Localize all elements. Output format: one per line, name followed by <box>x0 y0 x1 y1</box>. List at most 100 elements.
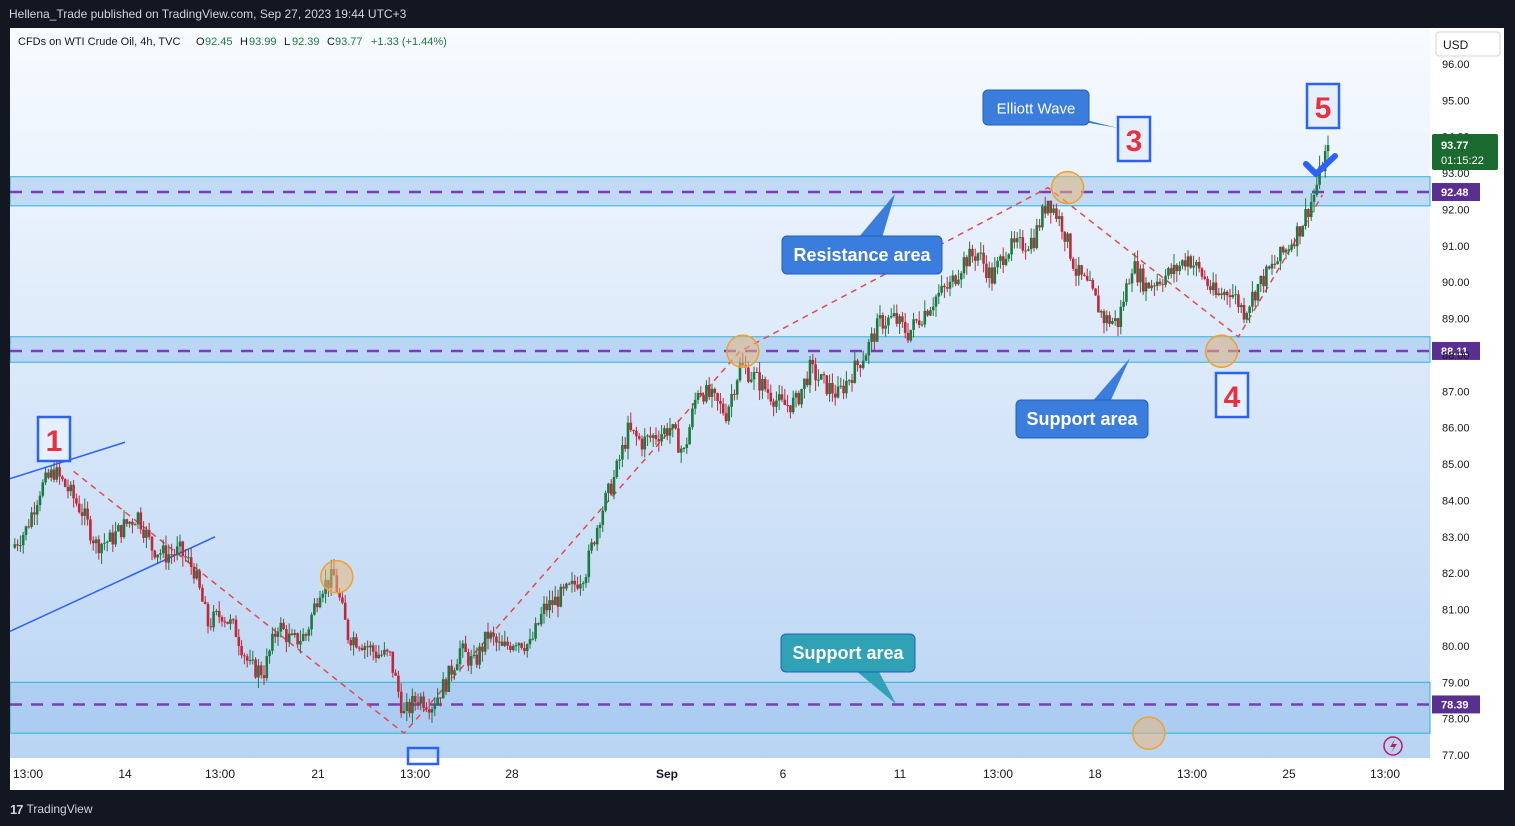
candle-body <box>1055 208 1058 219</box>
candle-body <box>1029 237 1033 250</box>
candle-body <box>346 619 350 641</box>
candle-body <box>343 602 347 620</box>
candle-body <box>805 378 809 386</box>
symbol-label: CFDs on WTI Crude Oil, 4h, TVC <box>18 36 180 48</box>
candle-body <box>265 656 269 679</box>
candle-body <box>892 313 896 317</box>
y-tick-label: 77.00 <box>1442 750 1470 762</box>
candle-body <box>1060 216 1064 232</box>
candle-body <box>119 525 123 538</box>
candle-body <box>590 542 593 551</box>
support-mid-label[interactable]: Support area <box>1015 358 1149 439</box>
candle-body <box>13 544 17 548</box>
candle-body <box>786 404 789 406</box>
candle-body <box>968 248 971 267</box>
wave-5-label-box <box>1305 82 1341 130</box>
support-low-label-text: Support area <box>792 643 904 663</box>
candle-body <box>1085 275 1089 281</box>
candle-body <box>887 317 890 326</box>
trend-line-lower <box>10 536 216 633</box>
x-axis-labels: 13:00 14 13:00 21 13:00 28 Sep 6 11 13:00 18 13:00 2… <box>13 767 1400 781</box>
candle-body <box>623 444 627 449</box>
wave-2-label-box <box>406 746 440 766</box>
candle-body <box>1284 249 1288 253</box>
wave-3-label-box <box>1116 115 1152 163</box>
candle-body <box>898 316 901 324</box>
candle-body <box>976 253 980 261</box>
candle-body <box>1139 268 1142 283</box>
candle-body <box>72 484 75 499</box>
resistance-label[interactable]: Resistance area <box>781 194 943 275</box>
candle-body <box>89 519 92 541</box>
candle-body <box>808 359 812 386</box>
candle-body <box>752 372 756 380</box>
candle-body <box>1015 238 1019 243</box>
candle-body <box>738 362 742 381</box>
candle-body <box>464 643 467 653</box>
y-tick-label: 92.00 <box>1442 204 1470 216</box>
candle-body <box>285 629 288 643</box>
candle-body <box>1273 263 1277 265</box>
candle-body <box>525 644 529 652</box>
wave-1-label: 1 <box>36 415 72 463</box>
candle-body <box>875 318 879 342</box>
candle-body <box>114 531 117 545</box>
candle-body <box>170 554 173 556</box>
candle-body <box>1195 262 1198 266</box>
support-mid-label-pointer <box>1092 358 1130 402</box>
candle-body <box>439 697 442 699</box>
candle-body <box>1153 285 1156 287</box>
candle-body <box>906 332 910 341</box>
candle-body <box>635 430 638 437</box>
candle-body <box>212 611 215 628</box>
pivot-circle-3 <box>1050 170 1085 205</box>
candle-body <box>766 389 770 393</box>
x-tick-label: 13:00 <box>205 767 235 781</box>
candle-body <box>86 508 89 520</box>
candle-body <box>943 285 946 288</box>
candle-body <box>912 319 915 330</box>
candle-body <box>1119 306 1123 327</box>
candle-body <box>1281 246 1285 253</box>
candle-body <box>97 539 101 554</box>
candle-body <box>217 610 221 618</box>
candle-body <box>1217 293 1221 295</box>
candle-body <box>539 614 543 625</box>
candle-body <box>990 267 994 284</box>
candle-body <box>142 529 145 538</box>
candle-body <box>682 448 686 450</box>
candle-body <box>716 393 719 401</box>
candle-body <box>1066 233 1069 242</box>
alert-icon[interactable] <box>1383 736 1403 756</box>
candle-body <box>83 508 87 516</box>
y-tick-label: 89.00 <box>1442 314 1470 326</box>
candle-body <box>1097 295 1100 313</box>
candle-body <box>139 512 143 530</box>
candle-body <box>901 316 904 323</box>
candle-body <box>1161 284 1165 286</box>
candle-body <box>268 650 271 657</box>
elliott-wave-label[interactable]: Elliott Wave <box>982 89 1118 128</box>
time-axis[interactable] <box>10 758 1430 790</box>
chart-frame[interactable]: Resistance area Support area Support area E… <box>10 28 1504 790</box>
support-low-label[interactable]: Support area <box>780 633 916 704</box>
candle-body <box>1069 233 1072 259</box>
candle-body <box>41 482 45 496</box>
x-tick-label: 13:00 <box>983 767 1013 781</box>
candle-body <box>1251 291 1254 307</box>
price-chart[interactable]: Resistance area Support area Support area E… <box>10 28 1504 790</box>
candle-body <box>262 675 266 679</box>
candle-body <box>430 709 434 713</box>
footer-brand: TradingView <box>26 802 93 816</box>
candle-body <box>117 525 120 532</box>
candle-body <box>800 388 803 405</box>
candle-body <box>240 646 243 656</box>
candle-body <box>377 654 381 659</box>
candle-body <box>954 275 957 285</box>
candle-body <box>1144 282 1148 292</box>
candle-body <box>618 459 621 461</box>
currency-button[interactable]: USD <box>1435 31 1501 57</box>
candle-body <box>153 550 157 558</box>
candle-body <box>416 702 420 704</box>
candle-body <box>803 378 806 389</box>
